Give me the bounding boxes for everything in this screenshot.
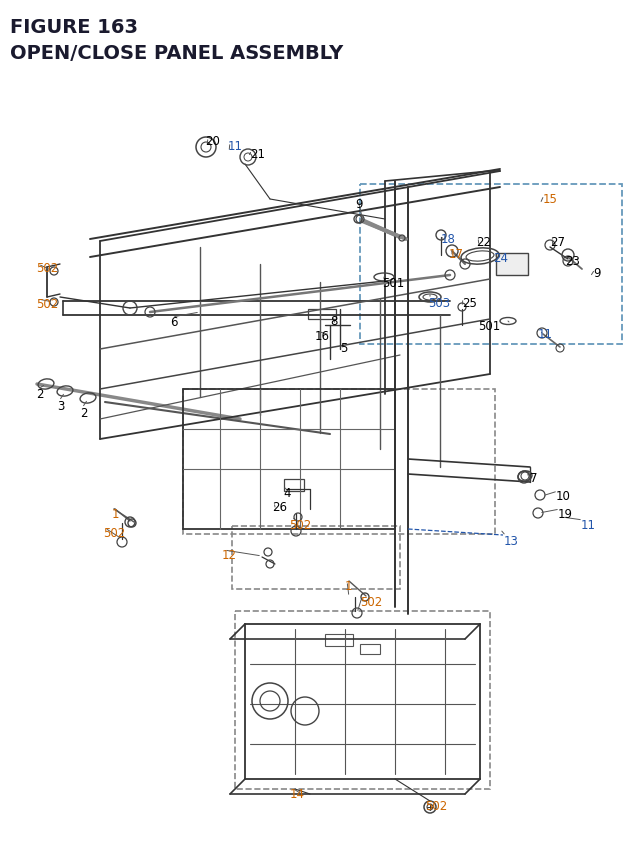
Text: 21: 21 (250, 148, 265, 161)
Bar (308, 310, 336, 319)
Bar (360, 185, 622, 344)
Bar (183, 389, 495, 535)
Text: 7: 7 (530, 472, 538, 485)
Text: 27: 27 (550, 236, 565, 249)
Text: 12: 12 (222, 548, 237, 561)
Text: 503: 503 (428, 297, 450, 310)
Bar (496, 254, 528, 276)
Text: 11: 11 (228, 139, 243, 152)
Text: OPEN/CLOSE PANEL ASSEMBLY: OPEN/CLOSE PANEL ASSEMBLY (10, 44, 343, 63)
Text: 502: 502 (36, 298, 58, 311)
Bar (232, 526, 400, 589)
Text: 502: 502 (36, 262, 58, 275)
Text: 9: 9 (593, 267, 600, 280)
Text: 502: 502 (103, 526, 125, 539)
Text: 8: 8 (330, 314, 337, 328)
Text: 5: 5 (340, 342, 348, 355)
Text: 10: 10 (556, 489, 571, 503)
Text: 6: 6 (170, 316, 177, 329)
Text: 1: 1 (112, 507, 120, 520)
Text: 9: 9 (355, 198, 362, 211)
Bar (325, 635, 353, 647)
Text: 1: 1 (345, 579, 353, 592)
Text: 18: 18 (441, 232, 456, 245)
Text: 25: 25 (462, 297, 477, 310)
Text: 11: 11 (538, 328, 553, 341)
Text: 4: 4 (283, 486, 291, 499)
Bar (360, 644, 380, 654)
Text: 13: 13 (504, 535, 519, 548)
Text: 502: 502 (425, 799, 447, 812)
Text: 11: 11 (581, 518, 596, 531)
Text: 16: 16 (315, 330, 330, 343)
Text: 26: 26 (272, 500, 287, 513)
Text: 2: 2 (80, 406, 88, 419)
Text: 24: 24 (493, 251, 508, 264)
Text: 19: 19 (558, 507, 573, 520)
Text: 15: 15 (543, 193, 558, 206)
Bar (235, 611, 490, 789)
Text: 20: 20 (205, 135, 220, 148)
Text: 17: 17 (449, 248, 464, 261)
Text: 2: 2 (36, 387, 44, 400)
Text: 3: 3 (57, 400, 65, 412)
Bar (284, 480, 304, 492)
Text: 501: 501 (478, 319, 500, 332)
Text: 502: 502 (289, 518, 311, 531)
Text: 502: 502 (360, 595, 382, 608)
Text: 22: 22 (476, 236, 491, 249)
Text: 14: 14 (290, 787, 305, 800)
Text: FIGURE 163: FIGURE 163 (10, 18, 138, 37)
Text: 501: 501 (382, 276, 404, 289)
Text: 23: 23 (565, 255, 580, 268)
